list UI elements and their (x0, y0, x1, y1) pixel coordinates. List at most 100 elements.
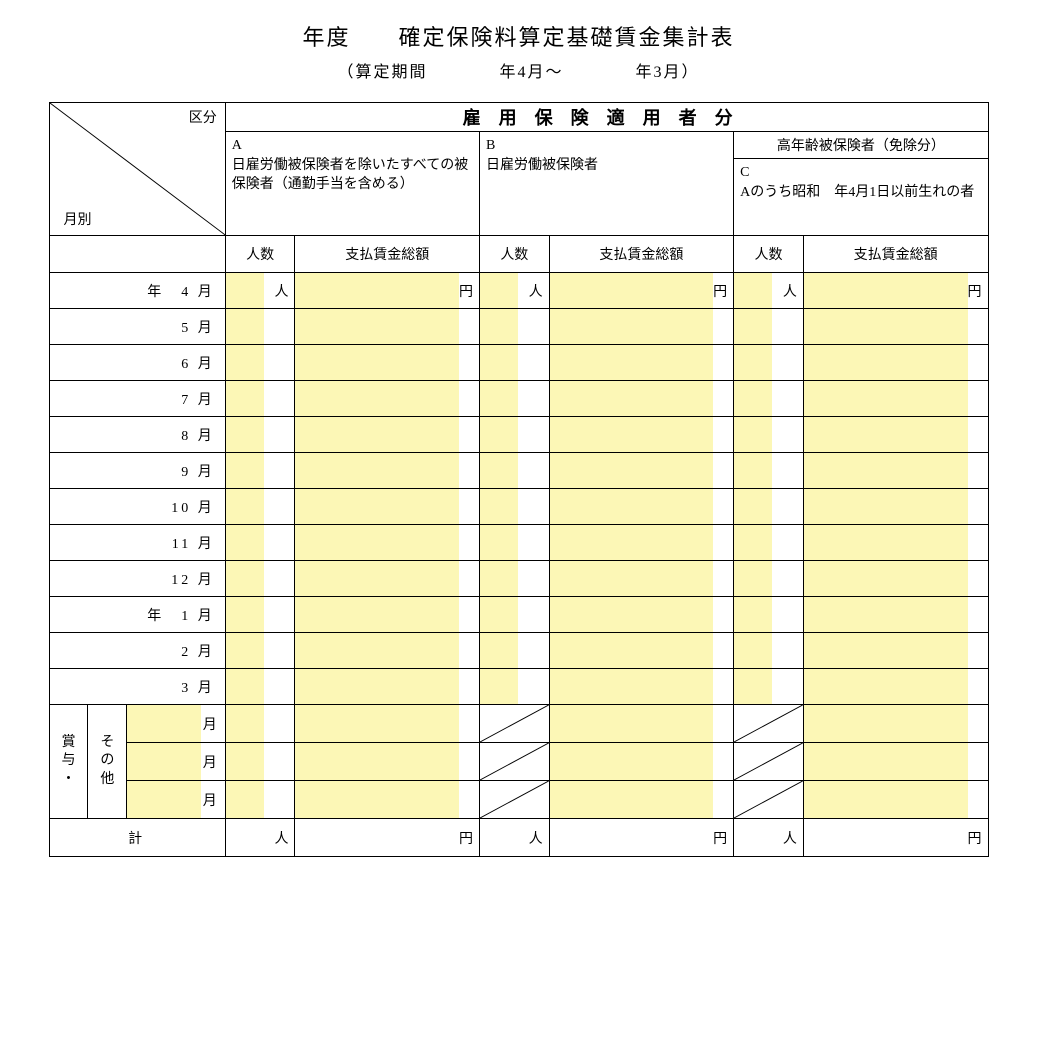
wage-cell-c[interactable] (803, 781, 988, 819)
wage-cell-c[interactable] (803, 561, 988, 597)
wage-cell-b[interactable] (549, 561, 734, 597)
people-cell-b[interactable] (479, 561, 549, 597)
wage-cell-c[interactable] (803, 309, 988, 345)
people-cell-c[interactable] (734, 561, 804, 597)
people-cell-a[interactable] (225, 525, 295, 561)
wage-cell-a[interactable] (295, 633, 480, 669)
wage-cell-c[interactable] (803, 489, 988, 525)
wage-cell-a[interactable] (295, 345, 480, 381)
people-cell-c[interactable]: 人 (734, 273, 804, 309)
people-cell-a[interactable] (225, 309, 295, 345)
table-row: 12 月 (49, 561, 988, 597)
slash-cell (479, 743, 549, 781)
people-cell-a[interactable] (225, 381, 295, 417)
people-cell-b[interactable] (479, 525, 549, 561)
wage-cell-a[interactable] (295, 417, 480, 453)
people-cell-c[interactable] (734, 489, 804, 525)
people-cell-b[interactable] (479, 669, 549, 705)
people-cell-a[interactable] (225, 561, 295, 597)
people-cell-b[interactable] (479, 381, 549, 417)
wage-cell-b[interactable] (549, 345, 734, 381)
wage-cell-b[interactable] (549, 381, 734, 417)
people-cell-c[interactable] (734, 381, 804, 417)
wage-cell-c[interactable] (803, 417, 988, 453)
people-cell-a[interactable] (225, 705, 295, 743)
people-cell-b[interactable] (479, 417, 549, 453)
wage-cell-c[interactable] (803, 669, 988, 705)
people-cell-c[interactable] (734, 597, 804, 633)
wage-cell-a[interactable] (295, 743, 480, 781)
header-section-a: A 日雇労働被保険者を除いたすべての被保険者（通勤手当を含める） (225, 132, 479, 236)
wage-cell-c[interactable] (803, 633, 988, 669)
label-b: B (486, 136, 727, 156)
bonus-month-cell[interactable]: 月 (127, 781, 225, 819)
slash-cell (734, 781, 804, 819)
wage-cell-c[interactable] (803, 597, 988, 633)
wage-cell-a[interactable] (295, 453, 480, 489)
people-cell-a[interactable] (225, 669, 295, 705)
wage-cell-c[interactable] (803, 743, 988, 781)
wage-cell-b[interactable] (549, 781, 734, 819)
table-row: 11 月 (49, 525, 988, 561)
people-cell-a[interactable] (225, 743, 295, 781)
people-cell-b[interactable]: 人 (479, 273, 549, 309)
wage-cell-c[interactable] (803, 453, 988, 489)
wage-cell-c[interactable] (803, 381, 988, 417)
wage-cell-c[interactable] (803, 705, 988, 743)
wage-cell-a[interactable] (295, 489, 480, 525)
people-cell-a[interactable] (225, 597, 295, 633)
wage-cell-b[interactable] (549, 633, 734, 669)
table-row: 9 月 (49, 453, 988, 489)
wage-cell-b[interactable] (549, 597, 734, 633)
people-cell-c[interactable] (734, 417, 804, 453)
people-cell-a[interactable] (225, 781, 295, 819)
total-wage-a: 円 (295, 819, 480, 857)
people-cell-c[interactable] (734, 633, 804, 669)
wage-cell-b[interactable] (549, 453, 734, 489)
people-unit: 人 (274, 281, 288, 301)
wage-cell-a[interactable] (295, 309, 480, 345)
wage-cell-b[interactable] (549, 417, 734, 453)
people-cell-a[interactable] (225, 453, 295, 489)
people-cell-a[interactable] (225, 633, 295, 669)
people-cell-c[interactable] (734, 669, 804, 705)
wage-cell-c[interactable] (803, 525, 988, 561)
wage-cell-a[interactable] (295, 381, 480, 417)
people-cell-a[interactable] (225, 345, 295, 381)
header-monthly-label: 月別 (64, 209, 92, 229)
wage-cell-b[interactable]: 円 (549, 273, 734, 309)
wage-cell-a[interactable] (295, 705, 480, 743)
people-cell-c[interactable] (734, 453, 804, 489)
people-cell-a[interactable] (225, 417, 295, 453)
people-cell-a[interactable]: 人 (225, 273, 295, 309)
wage-cell-a[interactable] (295, 781, 480, 819)
people-cell-a[interactable] (225, 489, 295, 525)
wage-cell-a[interactable] (295, 669, 480, 705)
wage-cell-b[interactable] (549, 525, 734, 561)
people-cell-c[interactable] (734, 345, 804, 381)
wage-cell-b[interactable] (549, 669, 734, 705)
header-wage-a: 支払賃金総額 (295, 236, 480, 273)
wage-cell-a[interactable] (295, 561, 480, 597)
people-cell-b[interactable] (479, 345, 549, 381)
bonus-month-cell[interactable]: 月 (127, 705, 225, 743)
people-cell-b[interactable] (479, 633, 549, 669)
wage-cell-a[interactable] (295, 525, 480, 561)
people-cell-b[interactable] (479, 597, 549, 633)
people-cell-c[interactable] (734, 525, 804, 561)
wage-cell-c[interactable]: 円 (803, 273, 988, 309)
wage-cell-c[interactable] (803, 345, 988, 381)
wage-cell-a[interactable] (295, 597, 480, 633)
header-people-a: 人数 (225, 236, 295, 273)
wage-cell-b[interactable] (549, 489, 734, 525)
people-cell-b[interactable] (479, 489, 549, 525)
people-cell-c[interactable] (734, 309, 804, 345)
people-cell-b[interactable] (479, 453, 549, 489)
bonus-month-cell[interactable]: 月 (127, 743, 225, 781)
people-cell-b[interactable] (479, 309, 549, 345)
wage-cell-b[interactable] (549, 309, 734, 345)
wage-cell-b[interactable] (549, 705, 734, 743)
wage-cell-a[interactable]: 円 (295, 273, 480, 309)
table-row: 3 月 (49, 669, 988, 705)
wage-cell-b[interactable] (549, 743, 734, 781)
